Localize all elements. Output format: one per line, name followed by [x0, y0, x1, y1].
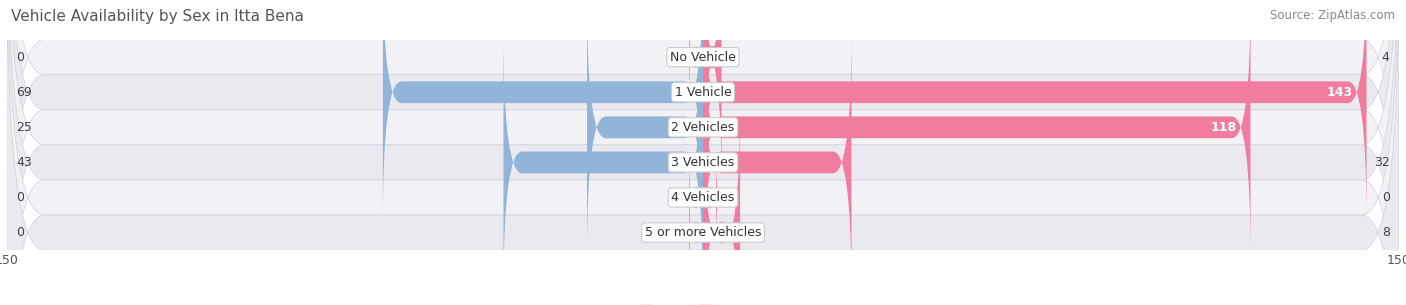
FancyBboxPatch shape — [7, 0, 1399, 305]
Text: Vehicle Availability by Sex in Itta Bena: Vehicle Availability by Sex in Itta Bena — [11, 9, 304, 24]
Text: 0: 0 — [17, 226, 24, 239]
FancyBboxPatch shape — [703, 0, 1367, 222]
FancyBboxPatch shape — [689, 16, 703, 99]
Text: 5 or more Vehicles: 5 or more Vehicles — [645, 226, 761, 239]
Text: 25: 25 — [17, 121, 32, 134]
Text: 3 Vehicles: 3 Vehicles — [672, 156, 734, 169]
FancyBboxPatch shape — [503, 33, 703, 292]
FancyBboxPatch shape — [7, 0, 1399, 305]
Text: 0: 0 — [1382, 191, 1389, 204]
Text: 4: 4 — [1382, 51, 1389, 64]
Text: No Vehicle: No Vehicle — [671, 51, 735, 64]
Text: 4 Vehicles: 4 Vehicles — [672, 191, 734, 204]
Text: 0: 0 — [17, 191, 24, 204]
FancyBboxPatch shape — [7, 0, 1399, 305]
FancyBboxPatch shape — [7, 0, 1399, 305]
Text: 143: 143 — [1326, 86, 1353, 99]
Text: Source: ZipAtlas.com: Source: ZipAtlas.com — [1270, 9, 1395, 22]
FancyBboxPatch shape — [689, 191, 703, 274]
Text: 1 Vehicle: 1 Vehicle — [675, 86, 731, 99]
FancyBboxPatch shape — [703, 103, 740, 305]
FancyBboxPatch shape — [703, 0, 1250, 257]
Text: 2 Vehicles: 2 Vehicles — [672, 121, 734, 134]
FancyBboxPatch shape — [689, 156, 703, 239]
Legend: Male, Female: Male, Female — [640, 304, 766, 305]
FancyBboxPatch shape — [703, 33, 852, 292]
Text: 32: 32 — [1374, 156, 1389, 169]
FancyBboxPatch shape — [382, 0, 703, 222]
Text: 8: 8 — [1382, 226, 1389, 239]
Text: 43: 43 — [17, 156, 32, 169]
Text: 0: 0 — [17, 51, 24, 64]
FancyBboxPatch shape — [7, 0, 1399, 305]
Text: 118: 118 — [1211, 121, 1237, 134]
FancyBboxPatch shape — [703, 156, 717, 239]
Text: 69: 69 — [17, 86, 32, 99]
FancyBboxPatch shape — [7, 0, 1399, 305]
FancyBboxPatch shape — [588, 0, 703, 257]
FancyBboxPatch shape — [703, 0, 721, 187]
